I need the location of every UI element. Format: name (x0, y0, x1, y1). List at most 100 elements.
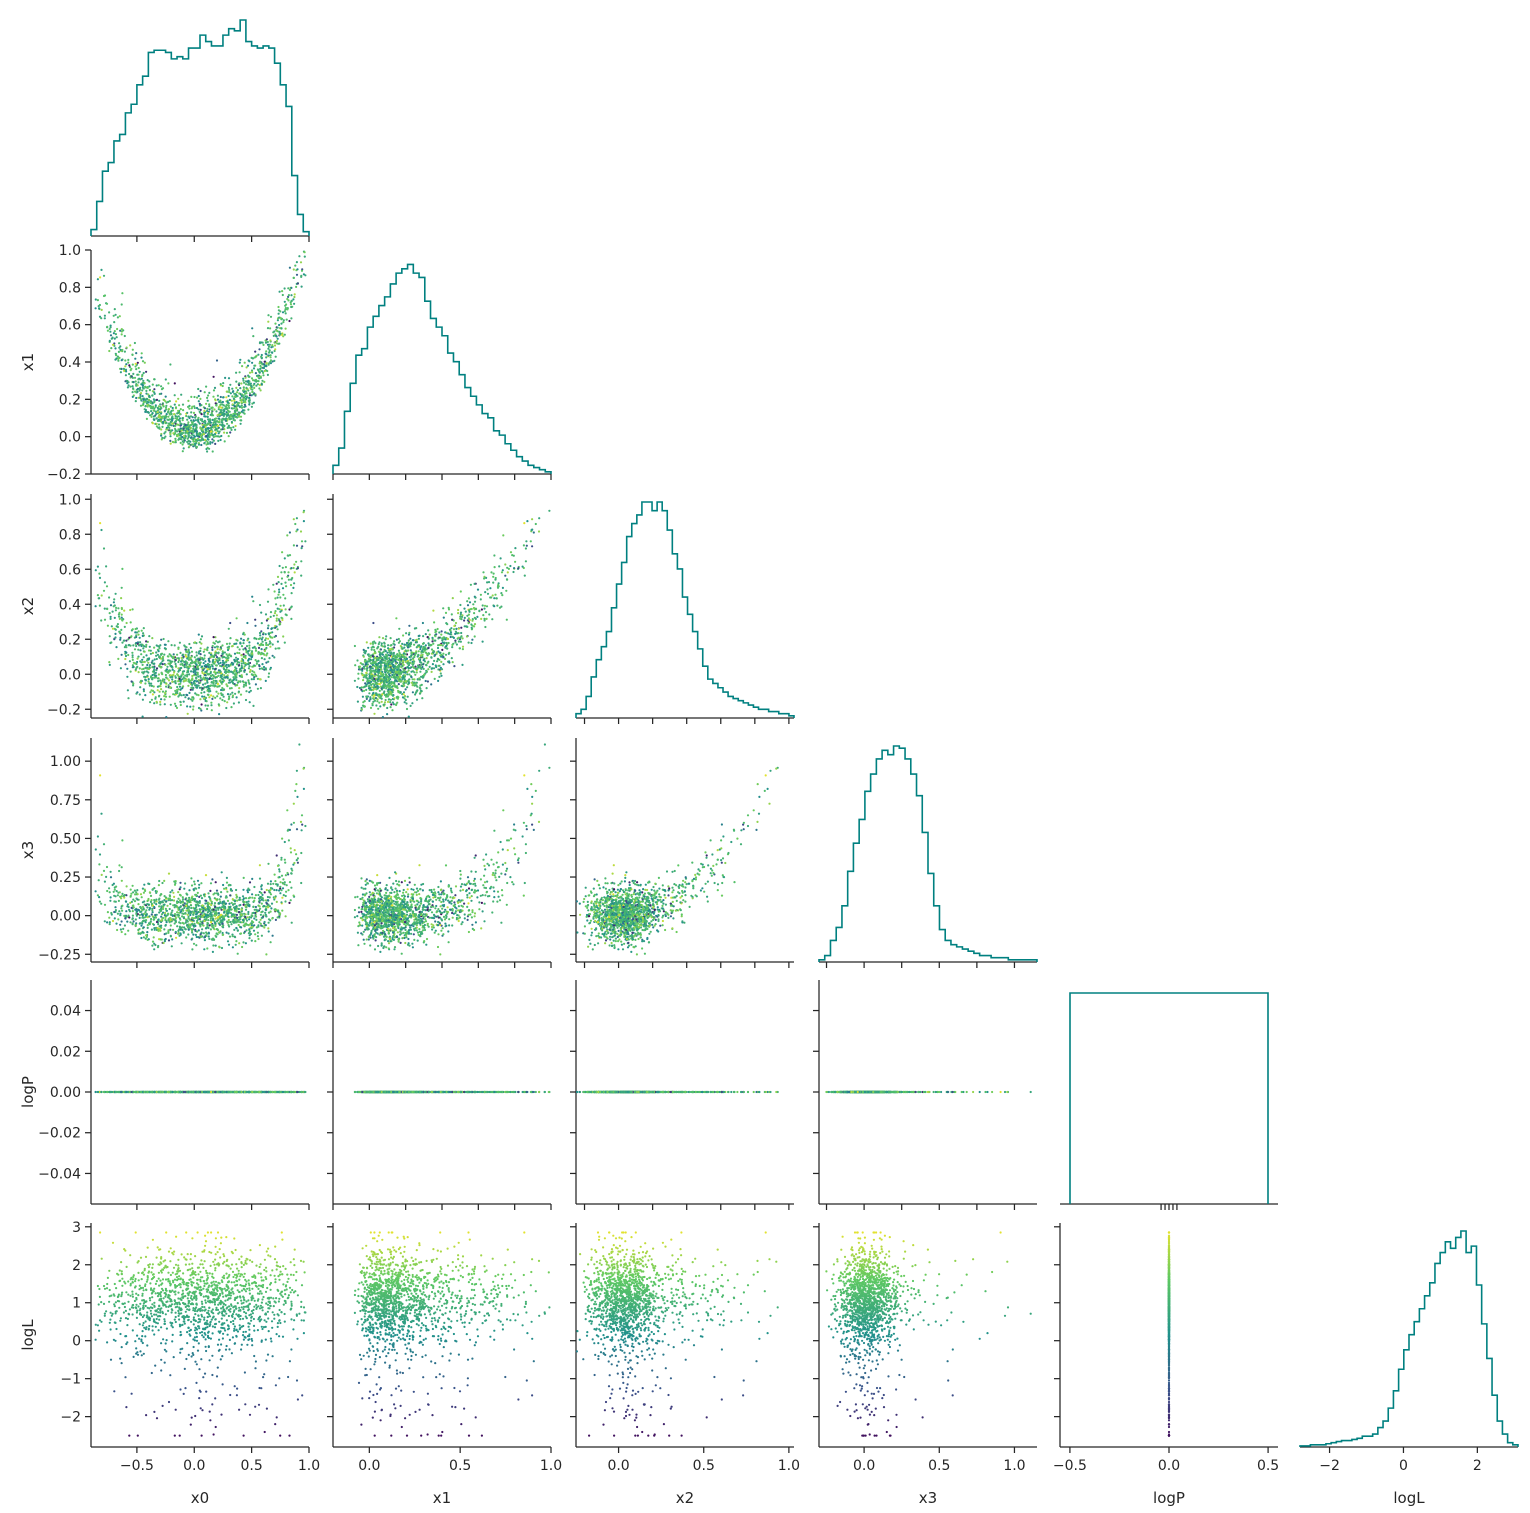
point (357, 678, 359, 680)
point (197, 892, 199, 894)
point (434, 654, 436, 656)
point (241, 365, 243, 367)
point (245, 699, 247, 701)
point (204, 671, 206, 673)
point (396, 696, 398, 698)
point (240, 423, 242, 425)
point (151, 407, 153, 409)
point (214, 646, 216, 648)
point (142, 387, 144, 389)
point (404, 680, 406, 682)
point (434, 678, 436, 680)
point (236, 395, 238, 397)
point (144, 382, 146, 384)
point (263, 666, 265, 668)
point (134, 391, 136, 393)
point (156, 667, 158, 669)
point (404, 701, 406, 703)
point (488, 613, 490, 615)
point (144, 682, 146, 684)
point (188, 440, 190, 442)
point (159, 701, 161, 703)
point (184, 882, 186, 884)
point (251, 362, 253, 364)
point (213, 408, 215, 410)
point (480, 598, 482, 600)
point (253, 637, 255, 639)
point (183, 670, 185, 672)
point (267, 638, 269, 640)
point (139, 649, 141, 651)
point (188, 436, 190, 438)
point (191, 651, 193, 653)
point (210, 928, 212, 930)
point (129, 386, 131, 388)
point (180, 434, 182, 436)
point (207, 416, 209, 418)
point (139, 387, 141, 389)
point (442, 656, 444, 658)
point (257, 660, 259, 662)
point (125, 369, 127, 371)
point (484, 605, 486, 607)
point (248, 645, 250, 647)
point (430, 683, 432, 685)
point (236, 663, 238, 665)
point (163, 437, 165, 439)
point (179, 922, 181, 924)
panel-x2-x2 (576, 502, 794, 724)
point (267, 627, 269, 629)
point (113, 321, 115, 323)
point (266, 889, 268, 891)
point (110, 326, 112, 328)
point (447, 632, 449, 634)
point (289, 267, 291, 269)
point (234, 429, 236, 431)
point (378, 680, 380, 682)
y-tick-label: 0.4 (59, 355, 81, 371)
point (243, 406, 245, 408)
point (241, 663, 243, 665)
point (175, 421, 177, 423)
point (393, 673, 395, 675)
point (365, 672, 367, 674)
point (284, 900, 286, 902)
point (142, 384, 144, 386)
point (364, 674, 366, 676)
point (373, 680, 375, 682)
point (495, 597, 497, 599)
point (226, 701, 228, 703)
point (225, 707, 227, 709)
point (471, 628, 473, 630)
point (434, 631, 436, 633)
point (239, 362, 241, 364)
point (158, 384, 160, 386)
point (281, 897, 283, 899)
point (248, 667, 250, 669)
point (121, 617, 123, 619)
point (176, 686, 178, 688)
point (435, 666, 437, 668)
point (296, 274, 298, 276)
point (278, 581, 280, 583)
point (183, 676, 185, 678)
point (242, 889, 244, 891)
point (272, 584, 274, 586)
point (453, 637, 455, 639)
point (152, 941, 154, 943)
point (295, 286, 297, 288)
point (165, 686, 167, 688)
point (183, 701, 185, 703)
point (283, 604, 285, 606)
point (406, 673, 408, 675)
point (392, 643, 394, 645)
point (153, 415, 155, 417)
point (182, 443, 184, 445)
point (380, 695, 382, 697)
point (103, 547, 105, 549)
point (120, 667, 122, 669)
point (286, 576, 288, 578)
point (249, 701, 251, 703)
point (154, 393, 156, 395)
point (127, 386, 129, 388)
